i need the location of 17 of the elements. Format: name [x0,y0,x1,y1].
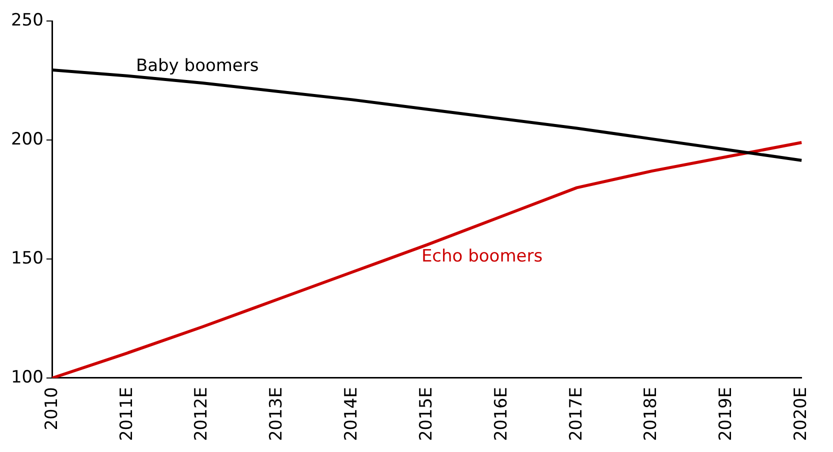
x-tick-label: 2018E [641,386,662,442]
y-tick-label: 200 [10,130,44,150]
x-tick-label: 2013E [266,386,287,442]
x-tick-label: 2016E [491,386,512,442]
y-tick-label: 100 [10,367,44,388]
x-tick-label: 2011E [116,386,137,442]
series-label: Echo boomers [421,246,543,267]
x-tick-label: 2015E [416,386,436,442]
x-tick-label: 2019E [716,386,736,442]
y-tick-label: 150 [10,248,44,268]
x-tick-label: 2010 [42,386,62,430]
x-tick-label: 2017E [566,386,586,442]
x-tick-label: 2014E [342,386,362,442]
y-tick-label: 250 [10,10,44,31]
x-tick-label: 2012E [192,386,212,442]
x-tick-label: 2020E [791,386,812,442]
series-label: Baby boomers [136,56,259,76]
